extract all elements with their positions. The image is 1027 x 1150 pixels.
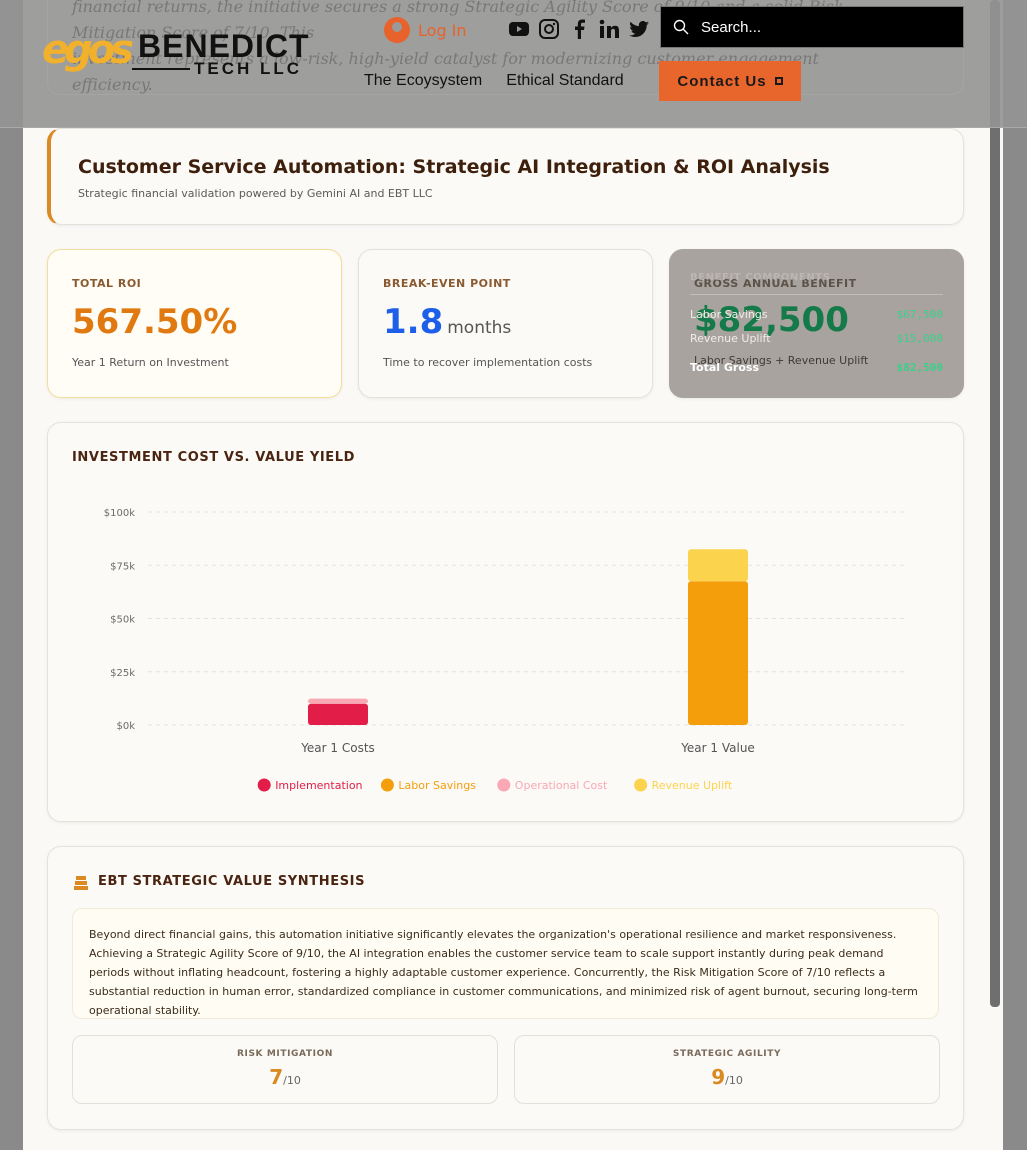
score-value: 9 (711, 1065, 726, 1089)
instagram-icon[interactable] (538, 18, 560, 40)
benefit-amount: $82,500 (896, 361, 943, 374)
legend-label: Operational Cost (515, 779, 608, 792)
metric-caption: Year 1 Return on Investment (72, 356, 229, 369)
y-tick-label: $50k (110, 615, 135, 626)
metric-value: $82,500 (694, 300, 849, 340)
ghost-summary-text: financial returns, the initiative secure… (72, 0, 932, 98)
logo-name: BENEDICT (138, 28, 310, 64)
score-value-row: 9/10 (515, 1065, 939, 1089)
chart-title: INVESTMENT COST VS. VALUE YIELD (72, 450, 356, 465)
break-even-card: BREAK-EVEN POINT 1.8 months Time to recov… (358, 249, 653, 398)
legend-label: Revenue Uplift (652, 779, 733, 792)
benefit-amount: $15,000 (896, 332, 943, 345)
bar-segment (688, 549, 748, 582)
legend-swatch (380, 778, 394, 792)
chart-card: $0k $25k $50k $75k $100k Year 1 Costs Year 1 V… (47, 422, 964, 822)
risk-mitigation-score: RISK MITIGATION 7/10 (72, 1035, 498, 1104)
square-icon (774, 77, 783, 85)
x-tick-label: Year 1 Value (680, 741, 755, 755)
legend-swatch (497, 778, 511, 792)
legend-swatch (257, 778, 271, 792)
report-title-card: Customer Service Automation: Strategic A… (47, 128, 964, 225)
search-input[interactable] (701, 18, 941, 36)
youtube-icon[interactable] (508, 18, 530, 40)
y-tick-label: $75k (110, 561, 135, 572)
contact-us-button[interactable]: Contact Us (659, 61, 801, 101)
page-subtitle: Strategic financial validation powered b… (78, 187, 433, 200)
metric-label: GROSS ANNUAL BENEFIT (694, 277, 857, 290)
login-label: Log In (418, 20, 467, 40)
search-icon (673, 19, 689, 35)
legend-swatch (634, 778, 648, 792)
site-logo[interactable]: egos BENEDICT TECH LLC (42, 27, 312, 78)
metric-caption: Time to recover implementation costs (383, 356, 593, 369)
site-header: financial returns, the initiative secure… (0, 0, 1027, 128)
metric-value: 1.8 (383, 302, 444, 342)
bar-segment (688, 581, 748, 725)
score-value-row: 7/10 (73, 1065, 497, 1089)
benefit-name: Revenue Uplift (690, 332, 771, 345)
benefit-name: Labor Savings (690, 308, 768, 321)
ghost-line: efficiency. (72, 75, 153, 94)
metric-value-row: 1.8 months (383, 302, 511, 342)
ghost-line: financial returns, the initiative secure… (72, 0, 844, 42)
synthesis-body: Beyond direct financial gains, this auto… (72, 908, 939, 1019)
benefit-amount: $67,500 (896, 308, 943, 321)
score-label: RISK MITIGATION (237, 1049, 333, 1059)
benefit-total-row: Total Gross $82,500 (690, 361, 943, 374)
ghost-line: investment represents a low-risk, high-y… (72, 49, 819, 68)
metric-label: BREAK-EVEN POINT (383, 277, 511, 290)
legend-label: Labor Savings (398, 779, 476, 792)
synthesis-card: EBT STRATEGIC VALUE SYNTHESIS Beyond dir… (47, 846, 964, 1130)
user-avatar-icon (384, 17, 410, 43)
logo-rule (132, 68, 190, 70)
synthesis-title: EBT STRATEGIC VALUE SYNTHESIS (98, 874, 366, 889)
page-title: Customer Service Automation: Strategic A… (78, 156, 830, 178)
twitter-icon[interactable] (628, 18, 650, 40)
contact-label: Contact Us (677, 72, 767, 90)
tooltip-divider (690, 294, 943, 295)
nav-item-ethical-standard[interactable]: Ethical Standard (506, 72, 624, 89)
main-nav: The Ecoysystem Ethical Standard (364, 72, 624, 90)
legend-label: Implementation (275, 779, 362, 792)
logo-mark: egos (42, 27, 134, 73)
page-column: Customer Service Automation: Strategic A… (23, 0, 1003, 1150)
search-bar[interactable] (660, 6, 964, 48)
benefit-row: Revenue Uplift $15,000 (690, 332, 943, 345)
score-value: 7 (269, 1065, 284, 1089)
gross-benefit-card[interactable]: GROSS ANNUAL BENEFIT $82,500 Labor Savin… (669, 249, 964, 398)
nav-item-ecosystem[interactable]: The Ecoysystem (364, 72, 483, 89)
score-max: /10 (283, 1074, 301, 1087)
score-label: STRATEGIC AGILITY (672, 1049, 782, 1059)
building-icon (74, 876, 88, 890)
metric-label: TOTAL ROI (72, 277, 142, 290)
x-tick-label: Year 1 Costs (300, 741, 375, 755)
benefit-tooltip-title: BENEFIT COMPONENTS (690, 272, 831, 283)
bar-segment (308, 703, 368, 725)
linkedin-icon[interactable] (598, 18, 620, 40)
facebook-icon[interactable] (568, 18, 590, 40)
metric-unit: months (447, 318, 512, 338)
page-scrollbar[interactable] (990, 0, 1000, 1007)
y-tick-label: $0k (116, 721, 135, 732)
total-roi-card: TOTAL ROI 567.50% Year 1 Return on Inves… (47, 249, 342, 398)
bar-segment (308, 698, 368, 704)
metric-caption: Labor Savings + Revenue Uplift (694, 354, 869, 367)
y-tick-label: $100k (104, 508, 135, 519)
y-tick-label: $25k (110, 668, 135, 679)
login-link[interactable]: Log In (384, 16, 467, 44)
score-max: /10 (725, 1074, 743, 1087)
strategic-agility-score: STRATEGIC AGILITY 9/10 (514, 1035, 940, 1104)
benefit-name: Total Gross (690, 361, 759, 374)
social-links (508, 18, 650, 40)
stacked-bar-chart: $0k $25k $50k $75k $100k Year 1 Costs Year 1 V… (104, 508, 908, 792)
benefit-row: Labor Savings $67,500 (690, 308, 943, 321)
logo-sub: TECH LLC (194, 59, 303, 78)
metric-value: 567.50% (72, 302, 238, 342)
